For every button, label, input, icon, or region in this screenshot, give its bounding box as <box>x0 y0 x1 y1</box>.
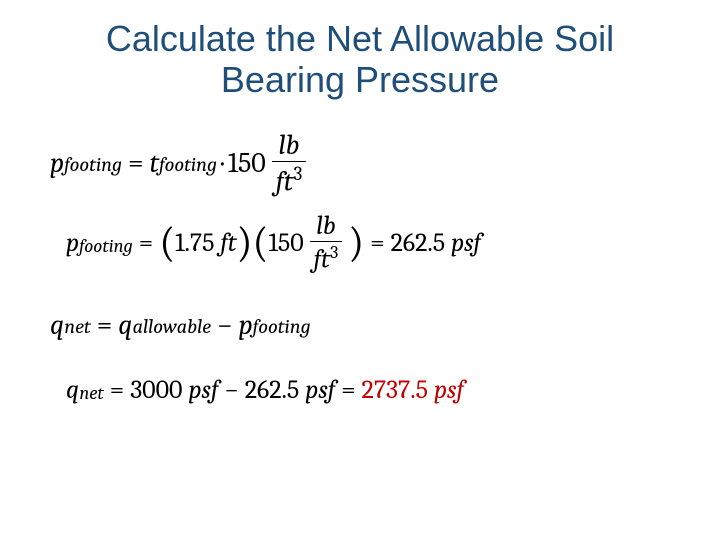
eq3-lhs-sub: net <box>64 316 90 339</box>
eq4-a-value: 3000 <box>130 375 182 405</box>
equals-sign: = <box>139 228 153 258</box>
eq2-result-value: 262.5 <box>391 228 445 258</box>
eq2-unit-den-exp: 3 <box>330 242 338 263</box>
equation-3: qnet = qallowable − pfooting <box>50 309 690 341</box>
eq2-lhs-sub: footing <box>79 235 133 257</box>
eq1-rhs-var: t <box>149 147 159 179</box>
eq3-r1-var: q <box>118 309 132 341</box>
equals-sign: = <box>97 309 113 341</box>
eq4-lhs-sub: net <box>79 382 103 404</box>
eq1-lhs-sub: footing <box>64 154 122 177</box>
equation-1: pfooting = tfooting · 150 lb ft3 <box>50 129 690 197</box>
multiply-dot: · <box>221 147 224 179</box>
eq2-t-value: 1.75 <box>175 228 214 258</box>
equals-sign: = <box>341 375 355 405</box>
eq4-lhs-var: q <box>66 375 79 405</box>
eq4-b-unit: psf <box>305 375 335 405</box>
eq2-unit-fraction: lb ft3 <box>310 211 343 275</box>
eq1-coeff: 150 <box>228 147 266 179</box>
eq3-r1-sub: allowable <box>133 316 211 339</box>
eq1-unit-fraction: lb ft3 <box>272 129 307 197</box>
slide-title: Calculate the Net Allowable Soil Bearing… <box>30 18 690 101</box>
equation-4: qnet = 3000psf − 262.5psf = 2737.5psf <box>66 375 690 405</box>
eq4-a-unit: psf <box>189 375 219 405</box>
title-line-1: Calculate the Net Allowable Soil <box>106 18 614 59</box>
eq1-rhs-sub: footing <box>159 154 217 177</box>
eq1-unit-den-base: ft <box>276 165 293 197</box>
equals-sign: = <box>370 228 384 258</box>
eq1-unit-num: lb <box>275 129 304 161</box>
equals-sign: = <box>110 375 124 405</box>
slide: Calculate the Net Allowable Soil Bearing… <box>0 0 720 540</box>
eq2-lhs-var: p <box>66 228 79 258</box>
eq2-t-unit: ft <box>220 228 236 258</box>
eq4-result-value: 2737.5 <box>362 375 428 405</box>
eq4-final-result: 2737.5psf <box>362 375 464 405</box>
eq3-r2-var: p <box>239 309 253 341</box>
minus-sign: − <box>224 375 238 405</box>
eq2-unit-den-base: ft <box>314 245 330 275</box>
eq2-result-unit: psf <box>451 228 481 258</box>
title-line-2: Bearing Pressure <box>221 59 499 100</box>
equals-sign: = <box>128 147 144 179</box>
eq4-result-unit: psf <box>434 375 464 405</box>
eq3-lhs-var: q <box>50 309 64 341</box>
eq2-unit-den: ft3 <box>310 241 343 275</box>
equation-2: pfooting = (1.75ft) (150 lb ft3 ) = 262.… <box>66 211 690 275</box>
eq1-unit-den: ft3 <box>272 161 307 197</box>
eq2-coeff: 150 <box>268 228 303 258</box>
eq3-r2-sub: footing <box>253 316 311 339</box>
eq2-unit-num: lb <box>312 211 340 241</box>
eq1-unit-den-exp: 3 <box>293 162 302 185</box>
eq4-b-value: 262.5 <box>245 375 299 405</box>
eq1-lhs-var: p <box>50 147 64 179</box>
minus-sign: − <box>217 309 233 341</box>
